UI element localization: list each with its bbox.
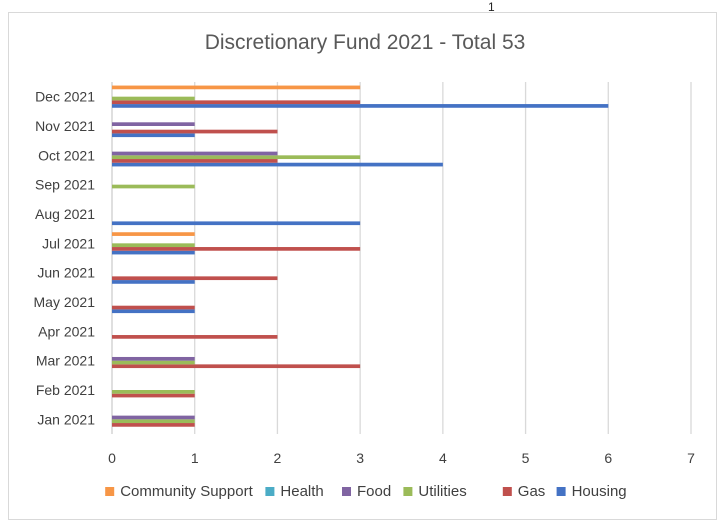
bar-gas: [112, 423, 195, 427]
bar-utilities: [112, 243, 195, 248]
x-tick-label: 4: [439, 450, 447, 466]
legend-swatch-utilities: [403, 487, 413, 496]
bar-gas: [112, 276, 278, 281]
legend-swatch-gas: [502, 487, 512, 496]
bar-gas: [112, 247, 361, 251]
bar-utilities: [112, 184, 195, 189]
legend: Community Support Health Food Utilities Gas H…: [105, 483, 627, 500]
legend-swatch-food: [342, 487, 351, 496]
y-tick-label: Nov 2021: [35, 118, 95, 134]
gridlines: [111, 82, 692, 434]
bar-gas: [112, 129, 278, 134]
legend-swatch-health: [265, 487, 275, 496]
bar-housing: [112, 133, 195, 138]
page-number-marker: 1: [488, 0, 495, 14]
x-tick-label: 2: [274, 450, 282, 466]
bar-housing: [112, 280, 195, 284]
x-tick-label: 1: [191, 450, 199, 466]
legend-label: Gas: [518, 483, 546, 500]
bar-housing: [112, 309, 195, 314]
bar-utilities: [112, 360, 195, 365]
bar-gas: [112, 393, 195, 398]
x-tick-label: 6: [604, 450, 612, 466]
y-tick-label: Jul 2021: [42, 235, 95, 251]
x-tick-label: 7: [687, 450, 695, 466]
y-tick-label: Dec 2021: [35, 89, 95, 105]
bars: [112, 85, 609, 427]
bar-food: [112, 122, 195, 126]
bar-gas: [112, 159, 278, 163]
bar-community-support: [112, 85, 361, 90]
y-tick-label: Feb 2021: [36, 382, 95, 398]
chart-title: Discretionary Fund 2021 - Total 53: [205, 31, 526, 54]
bar-housing: [112, 250, 195, 255]
bar-housing: [112, 104, 609, 108]
bar-food: [112, 356, 195, 361]
bar-gas: [112, 335, 278, 339]
legend-label: Housing: [572, 483, 627, 500]
y-tick-label: Aug 2021: [35, 206, 95, 222]
y-tick-label: Jan 2021: [37, 411, 95, 427]
bar-utilities: [112, 390, 195, 394]
bar-gas: [112, 100, 361, 105]
bar-gas: [112, 305, 195, 310]
y-tick-label: Sep 2021: [35, 177, 95, 193]
bar-utilities: [112, 155, 361, 160]
bar-food: [112, 151, 278, 156]
y-tick-label: Jun 2021: [37, 265, 95, 281]
legend-label: Food: [357, 483, 391, 500]
x-tick-label: 0: [108, 450, 116, 466]
y-tick-label: Apr 2021: [38, 323, 95, 339]
bar-utilities: [112, 96, 195, 101]
bar-housing: [112, 162, 443, 167]
legend-swatch-housing: [556, 487, 566, 496]
x-tick-label: 3: [356, 450, 364, 466]
bar-gas: [112, 364, 361, 369]
bar-utilities: [112, 419, 195, 424]
bar-community-support: [112, 232, 195, 236]
bar-housing: [112, 221, 361, 226]
y-axis-labels: Jan 2021 Feb 2021 Mar 2021 Apr 2021 May 2021…: [34, 89, 96, 428]
legend-label: Health: [280, 483, 323, 500]
bar-food: [112, 415, 195, 420]
y-tick-label: Oct 2021: [38, 147, 95, 163]
y-tick-label: Mar 2021: [36, 353, 95, 369]
x-tick-label: 5: [522, 450, 530, 466]
y-tick-label: May 2021: [34, 294, 96, 310]
legend-swatch-community-support: [105, 487, 115, 496]
legend-label: Utilities: [418, 483, 466, 500]
x-axis-labels: 0 1 2 3 4 5 6 7: [108, 450, 695, 466]
legend-label: Community Support: [120, 483, 253, 500]
